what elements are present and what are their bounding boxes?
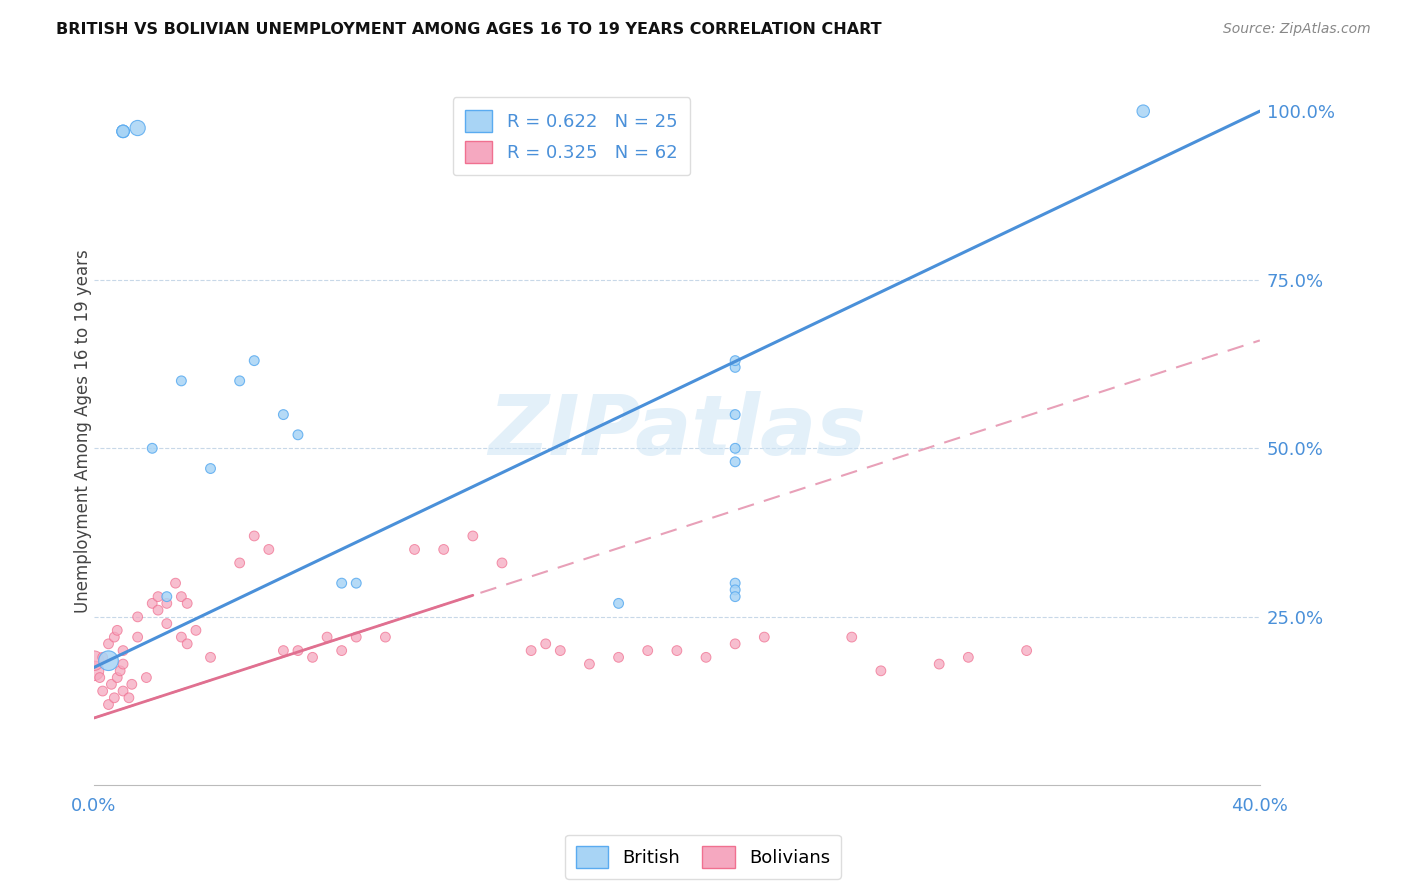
Point bbox=[200, 461, 222, 475]
Point bbox=[330, 576, 353, 591]
Point bbox=[165, 576, 187, 591]
Y-axis label: Unemployment Among Ages 16 to 19 years: Unemployment Among Ages 16 to 19 years bbox=[75, 250, 91, 614]
Point bbox=[433, 542, 456, 557]
Point bbox=[404, 542, 426, 557]
Text: ZIPatlas: ZIPatlas bbox=[488, 391, 866, 472]
Point bbox=[176, 637, 198, 651]
Point bbox=[146, 603, 169, 617]
Point bbox=[83, 664, 105, 678]
Point bbox=[344, 630, 367, 644]
Point bbox=[228, 556, 250, 570]
Point bbox=[112, 684, 135, 698]
Point bbox=[89, 671, 111, 685]
Point bbox=[83, 654, 105, 668]
Point bbox=[870, 664, 893, 678]
Point bbox=[170, 374, 193, 388]
Point bbox=[170, 630, 193, 644]
Point bbox=[105, 671, 128, 685]
Point bbox=[228, 374, 250, 388]
Point bbox=[243, 529, 266, 543]
Legend: British, Bolivians: British, Bolivians bbox=[565, 835, 841, 879]
Point bbox=[184, 624, 207, 638]
Point bbox=[724, 576, 747, 591]
Point bbox=[928, 657, 950, 671]
Point bbox=[374, 630, 396, 644]
Point bbox=[330, 643, 353, 657]
Point bbox=[176, 596, 198, 610]
Point bbox=[141, 442, 163, 456]
Point bbox=[344, 576, 367, 591]
Point bbox=[100, 677, 122, 691]
Legend: R = 0.622   N = 25, R = 0.325   N = 62: R = 0.622 N = 25, R = 0.325 N = 62 bbox=[453, 97, 690, 176]
Point bbox=[287, 643, 309, 657]
Point bbox=[724, 360, 747, 375]
Point bbox=[103, 690, 125, 705]
Point bbox=[724, 455, 747, 469]
Point bbox=[695, 650, 717, 665]
Point bbox=[127, 610, 149, 624]
Point bbox=[91, 684, 114, 698]
Point bbox=[724, 353, 747, 368]
Point bbox=[607, 650, 630, 665]
Point bbox=[127, 630, 149, 644]
Point bbox=[127, 121, 149, 136]
Point bbox=[121, 677, 143, 691]
Point bbox=[118, 690, 141, 705]
Point bbox=[841, 630, 863, 644]
Point bbox=[112, 657, 135, 671]
Point bbox=[146, 590, 169, 604]
Point bbox=[170, 590, 193, 604]
Point bbox=[97, 637, 120, 651]
Point bbox=[243, 353, 266, 368]
Point bbox=[548, 643, 571, 657]
Point bbox=[156, 616, 179, 631]
Point bbox=[112, 124, 135, 138]
Text: BRITISH VS BOLIVIAN UNEMPLOYMENT AMONG AGES 16 TO 19 YEARS CORRELATION CHART: BRITISH VS BOLIVIAN UNEMPLOYMENT AMONG A… bbox=[56, 22, 882, 37]
Text: Source: ZipAtlas.com: Source: ZipAtlas.com bbox=[1223, 22, 1371, 37]
Point bbox=[91, 650, 114, 665]
Point bbox=[135, 671, 157, 685]
Point bbox=[724, 637, 747, 651]
Point bbox=[957, 650, 980, 665]
Point bbox=[665, 643, 688, 657]
Point bbox=[273, 643, 295, 657]
Point bbox=[724, 442, 747, 456]
Point bbox=[103, 630, 125, 644]
Point bbox=[108, 664, 131, 678]
Point bbox=[578, 657, 600, 671]
Point bbox=[520, 643, 543, 657]
Point bbox=[534, 637, 557, 651]
Point bbox=[156, 590, 179, 604]
Point bbox=[257, 542, 280, 557]
Point bbox=[461, 529, 484, 543]
Point bbox=[301, 650, 323, 665]
Point bbox=[97, 654, 120, 668]
Point bbox=[112, 643, 135, 657]
Point bbox=[105, 624, 128, 638]
Point bbox=[724, 408, 747, 422]
Point bbox=[724, 590, 747, 604]
Point bbox=[724, 582, 747, 597]
Point bbox=[112, 124, 135, 138]
Point bbox=[97, 698, 120, 712]
Point bbox=[156, 596, 179, 610]
Point bbox=[200, 650, 222, 665]
Point bbox=[112, 124, 135, 138]
Point bbox=[754, 630, 776, 644]
Point bbox=[316, 630, 339, 644]
Point bbox=[141, 596, 163, 610]
Point bbox=[637, 643, 659, 657]
Point bbox=[491, 556, 513, 570]
Point bbox=[287, 427, 309, 442]
Point bbox=[273, 408, 295, 422]
Point bbox=[607, 596, 630, 610]
Point bbox=[1132, 104, 1154, 119]
Point bbox=[1015, 643, 1038, 657]
